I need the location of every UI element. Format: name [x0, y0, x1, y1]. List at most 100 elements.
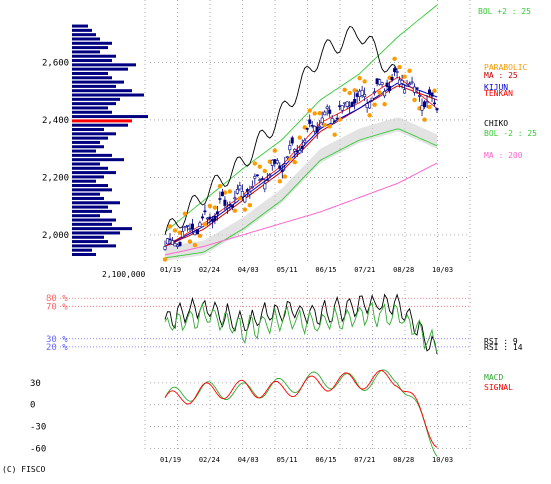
candle-body [425, 101, 429, 104]
signal-line [164, 370, 438, 448]
candle-body [230, 204, 234, 208]
volume-scale-label: 2,100,000 [102, 270, 146, 279]
parabolic-dot [217, 183, 223, 189]
axis-labels: 2,000 2,200 2,400 2,600 2,100,000 80 %70 % 30 … [30, 58, 453, 464]
candle-body [328, 109, 332, 114]
parabolic-dot [262, 168, 268, 174]
candle-body [163, 246, 167, 250]
macd-tick-label: 30 [30, 379, 41, 389]
volume-bar [72, 54, 116, 58]
date-label-macd: 10/03 [432, 456, 453, 464]
rsi9-line [164, 293, 438, 355]
volume-bar [72, 218, 116, 222]
volume-bar [72, 205, 108, 209]
legend-parabolic: PARABOLIC [484, 63, 528, 72]
candle-body [340, 105, 344, 111]
candle-body [228, 204, 232, 206]
legend-kijun: KIJUN [484, 83, 508, 92]
volume-bar [72, 227, 132, 231]
candle-body [280, 169, 284, 172]
legend-macd: MACD [484, 373, 503, 382]
price-tick-label: 2,000 [42, 231, 69, 241]
candle-body [318, 125, 322, 128]
date-label-macd: 07/21 [354, 456, 375, 464]
date-label-price: 05/11 [277, 266, 298, 274]
candle-body [323, 111, 327, 116]
volume-bar [72, 145, 104, 149]
candle-body [190, 223, 194, 230]
volume-bar [72, 67, 128, 71]
parabolic-dot [247, 202, 253, 208]
candle-body [270, 159, 274, 166]
candle-body [248, 191, 252, 195]
parabolic-dot [352, 88, 357, 93]
volume-profile [72, 24, 148, 256]
candle-body [365, 103, 369, 108]
volume-bar [72, 188, 112, 192]
volume-bar [72, 171, 116, 175]
parabolic-dot [282, 174, 287, 179]
candle-body [363, 94, 367, 97]
macd-panel [164, 369, 438, 457]
candle-body [398, 79, 402, 85]
rsi-tick-label: 20 % [46, 343, 68, 353]
volume-bar [72, 179, 96, 183]
parabolic-dot [362, 79, 367, 84]
volume-bar [72, 50, 100, 54]
candle-body [165, 238, 169, 245]
macd-tick-label: -30 [30, 423, 46, 433]
candle-body [175, 244, 179, 248]
candle-body [308, 119, 312, 124]
parabolic-dot [307, 108, 312, 113]
candle-body [255, 174, 259, 177]
volume-bar [72, 158, 124, 162]
candle-body [393, 68, 397, 73]
volume-bar [72, 235, 104, 239]
volume-bar [72, 214, 100, 218]
candle-body [225, 206, 229, 209]
candle-body [188, 228, 192, 230]
candle-body [405, 85, 409, 87]
volume-bar [72, 106, 108, 110]
parabolic-dot [392, 56, 397, 62]
date-label-price: 01/19 [160, 266, 181, 274]
parabolic-dot [367, 113, 372, 118]
candle-body [423, 101, 427, 108]
candle-body [263, 183, 267, 190]
candle-body [380, 82, 384, 85]
legend-ma200: MA : 200 [484, 151, 523, 160]
parabolic-dot [322, 122, 327, 128]
candle-body [178, 241, 182, 246]
volume-bar [72, 231, 120, 235]
legend-bol-lower: BOL -2 : 25 [484, 129, 537, 138]
candle-body [355, 93, 359, 97]
parabolic-dot [272, 148, 277, 153]
parabolic-dot [167, 224, 173, 229]
candle-body [200, 216, 204, 219]
candle-body [353, 99, 357, 104]
candle-body [408, 83, 412, 86]
parabolic-dot [182, 211, 188, 216]
parabolic-dot [227, 189, 233, 194]
parabolic-dot [242, 207, 248, 212]
date-label-macd: 05/11 [277, 456, 298, 464]
candle-body [240, 191, 244, 198]
volume-bar [72, 76, 112, 80]
candle-body [198, 222, 202, 227]
price-tick-label: 2,200 [42, 173, 69, 183]
parabolic-dot [402, 74, 407, 79]
candle-body [305, 128, 309, 130]
volume-bar [72, 89, 132, 93]
candle-body [288, 145, 292, 151]
candle-body [290, 137, 294, 144]
parabolic-dot [332, 132, 337, 137]
legend-rsi9: RSI : 9 [484, 337, 518, 346]
candle-body [220, 191, 224, 197]
candle-body [400, 80, 404, 84]
date-label-price: 04/03 [238, 266, 259, 274]
candle-body [378, 79, 382, 85]
price-tick-label: 2,600 [42, 58, 69, 68]
volume-bar [72, 184, 108, 188]
parabolic-dot [422, 117, 427, 122]
